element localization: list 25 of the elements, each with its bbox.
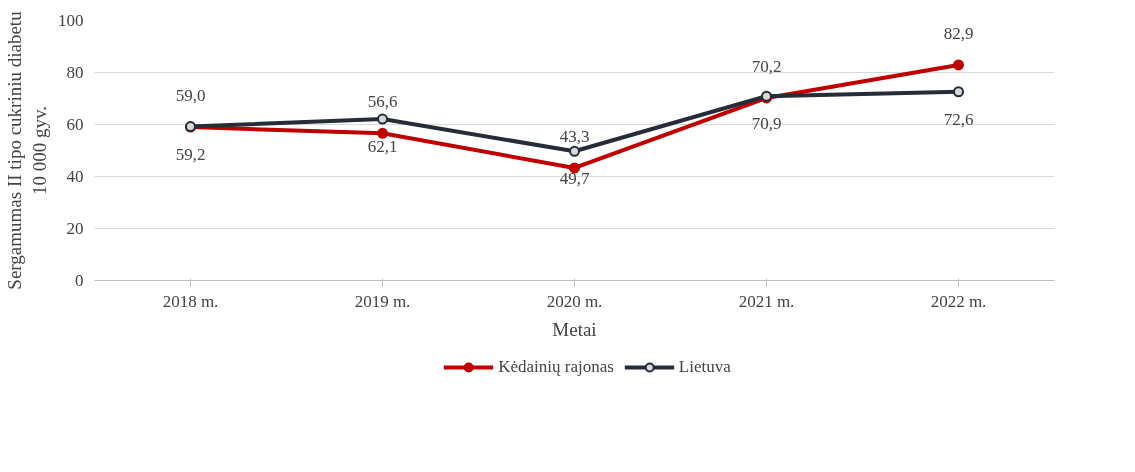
data-label: 43,3 — [559, 126, 590, 146]
x-tick-label: 2019 m. — [354, 291, 411, 311]
data-label: 59,2 — [175, 144, 206, 164]
data-label: 56,6 — [367, 92, 398, 112]
data-label: 49,7 — [559, 169, 590, 189]
x-tick-label: 2020 m. — [546, 291, 603, 311]
y-tick-label: 40 — [66, 167, 84, 186]
legend-label: Kėdainių rajonas — [498, 357, 614, 377]
x-tick-label: 2018 m. — [162, 291, 219, 311]
y-tick-label: 60 — [66, 115, 84, 134]
data-label: 70,9 — [751, 114, 782, 134]
data-label: 59,0 — [175, 86, 206, 106]
y-tick-label: 80 — [66, 63, 84, 82]
y-tick-label: 100 — [58, 11, 84, 30]
legend-label: Lietuva — [678, 357, 731, 377]
y-tick-label: 0 — [75, 271, 84, 290]
data-label: 82,9 — [943, 23, 974, 43]
data-label: 62,1 — [367, 137, 398, 157]
data-label: 72,6 — [943, 109, 974, 129]
x-tick-label: 2021 m. — [738, 291, 795, 311]
y-tick-label: 20 — [66, 219, 84, 238]
x-tick-label: 2022 m. — [930, 291, 987, 311]
y-axis-title: Sergamumas II tipo cukriniu diabetu 10 000 gyv. — [3, 10, 50, 290]
x-axis-title: Metai — [552, 318, 597, 340]
data-label: 70,2 — [751, 56, 782, 76]
